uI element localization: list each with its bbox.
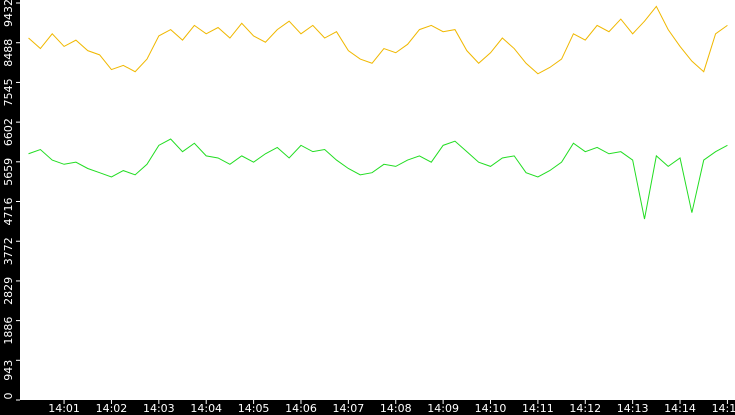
y-axis-strip	[0, 0, 20, 415]
y-tick-label: 7545	[2, 78, 15, 106]
x-tick-label: 14:01	[48, 402, 80, 415]
y-tick-label: 5659	[2, 158, 15, 186]
x-tick-label: 14:02	[96, 402, 128, 415]
x-tick-label: 14:05	[238, 402, 270, 415]
x-tick-label: 14:03	[143, 402, 175, 415]
x-tick-label: 14:11	[522, 402, 554, 415]
x-tick-label: 14:13	[617, 402, 649, 415]
x-tick-label: 14:09	[427, 402, 459, 415]
x-tick-label: 14:14	[664, 402, 696, 415]
y-tick-label: 3772	[2, 237, 15, 265]
y-tick-label: 1886	[2, 317, 15, 345]
y-tick-label: 0	[2, 393, 15, 400]
x-tick-label: 14:04	[190, 402, 222, 415]
x-tick-label: 14:12	[569, 402, 601, 415]
x-axis-strip	[0, 400, 735, 415]
x-tick-label: 14:08	[380, 402, 412, 415]
x-tick-label: 14:15	[712, 402, 735, 415]
x-tick-label: 14:10	[475, 402, 507, 415]
y-tick-label: 943	[2, 360, 15, 381]
y-tick-label: 4716	[2, 198, 15, 226]
x-tick-label: 14:06	[285, 402, 317, 415]
y-tick-label: 9432	[2, 0, 15, 27]
y-tick-label: 8488	[2, 39, 15, 67]
series-line	[28, 5, 728, 75]
series-line	[28, 138, 728, 220]
y-tick-label: 6602	[2, 118, 15, 146]
y-tick-label: 2829	[2, 277, 15, 305]
x-tick-label: 14:07	[333, 402, 365, 415]
